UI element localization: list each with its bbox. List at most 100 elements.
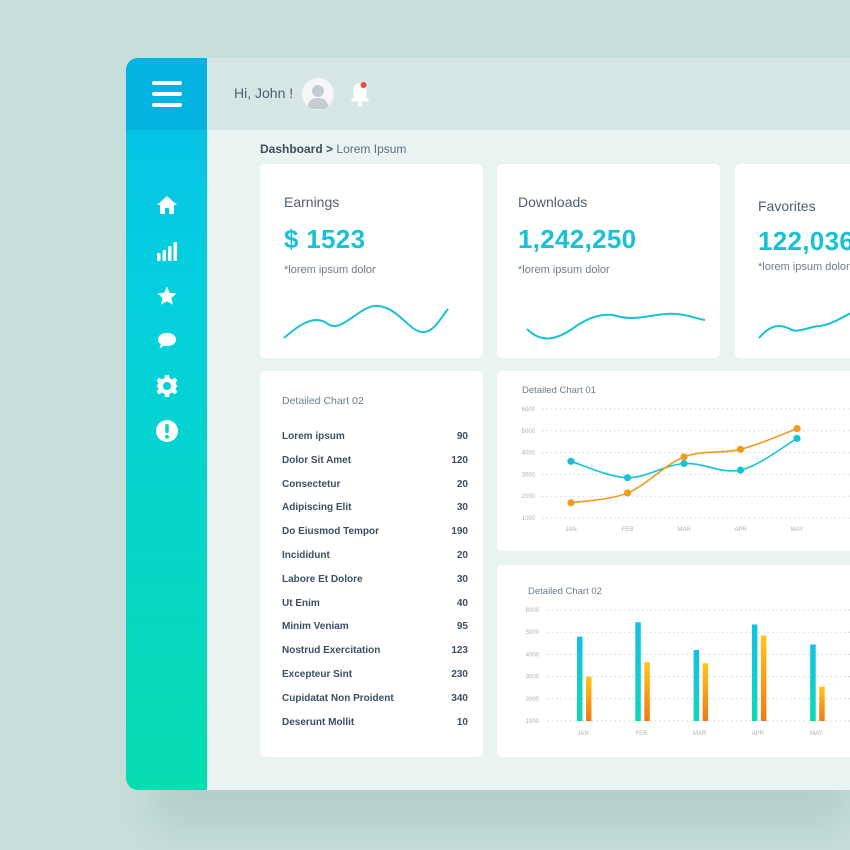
list-item-value: 20 (456, 478, 468, 490)
bar (577, 636, 583, 721)
earnings-sparkline (283, 304, 449, 339)
detail-list-card: Detailed Chart 02 Lorem ipsum 90 Dolor Sit… (260, 371, 483, 757)
list-item[interactable]: Lorem ipsum 90 (282, 431, 468, 447)
earnings-note: *lorem ipsum dolor (284, 264, 376, 276)
data-point (623, 474, 632, 482)
list-item-value: 120 (451, 454, 468, 466)
x-tick-label: FEB (622, 527, 634, 533)
y-tick-label: 1000 (526, 719, 540, 725)
y-tick-label: 6000 (522, 407, 536, 413)
hamburger-icon (151, 81, 182, 107)
bar (586, 676, 592, 721)
favorites-card: Favorites 122,036 *lorem ipsum dolor (735, 164, 850, 358)
list-item-label: Labore Et Dolore (282, 573, 363, 585)
bar (760, 635, 767, 721)
bar (693, 649, 700, 721)
list-item-label: Incididunt (282, 550, 330, 561)
x-tick-label: MAY (791, 527, 804, 533)
list-item[interactable]: Labore Et Dolore 30 (282, 574, 468, 590)
alert-icon[interactable] (154, 418, 180, 444)
earnings-title: Earnings (284, 194, 340, 210)
x-tick-label: MAY (810, 731, 823, 737)
x-tick-label: JAN (577, 731, 588, 737)
line-chart: 1000 2000 3000 4000 5000 6000 JAN FEB MAR APR MAY (522, 407, 850, 533)
list-item[interactable]: Excepteur Sint 230 (282, 669, 468, 685)
data-point (623, 489, 632, 497)
list-item-label: Minim Veniam (282, 621, 349, 633)
y-tick-label: 1000 (522, 516, 536, 522)
favorites-sparkline (758, 312, 850, 339)
bell-icon[interactable] (347, 79, 373, 109)
list-item-label: Ut Enim (282, 597, 320, 609)
breadcrumb-separator: > (326, 142, 334, 156)
list-item-label: Do Eiusmod Tempor (282, 526, 380, 538)
list-item-value: 230 (451, 669, 468, 680)
list-item-value: 90 (456, 431, 468, 442)
menu-button[interactable] (126, 58, 207, 130)
bar-chart-title: Detailed Chart 02 (528, 586, 602, 597)
list-item-label: Deserunt Mollit (282, 716, 355, 728)
list-item[interactable]: Incididunt 20 (282, 550, 468, 566)
y-tick-label: 4000 (526, 652, 540, 658)
earnings-value: $ 1523 (284, 224, 366, 254)
user-avatar[interactable] (302, 78, 334, 110)
list-item[interactable]: Deserunt Mollit 10 (282, 717, 468, 733)
list-item-label: Consectetur (282, 478, 341, 490)
greeting-text: Hi, John ! (234, 85, 294, 101)
gear-icon[interactable] (154, 373, 180, 399)
bar (635, 622, 641, 721)
star-icon[interactable] (154, 283, 180, 309)
data-point (793, 425, 801, 433)
top-bar: Hi, John ! (207, 58, 850, 130)
favorites-title: Favorites (758, 198, 816, 214)
downloads-title: Downloads (518, 194, 588, 210)
bar (644, 662, 650, 721)
list-item-label: Cupidatat Non Proident (282, 692, 394, 704)
list-item-value: 10 (456, 716, 468, 728)
list-card-title: Detailed Chart 02 (282, 395, 364, 407)
list-item-label: Nostrud Exercitation (282, 645, 381, 657)
data-point (793, 434, 801, 443)
list-item-value: 190 (451, 526, 468, 538)
list-item[interactable]: Do Eiusmod Tempor 190 (282, 526, 468, 542)
list-item-label: Adipiscing Elit (282, 502, 352, 514)
list-item[interactable]: Cupidatat Non Proident 340 (282, 693, 468, 709)
list-item-value: 20 (456, 550, 468, 561)
list-item[interactable]: Consectetur 20 (282, 479, 468, 495)
y-tick-label: 3000 (526, 675, 540, 681)
y-tick-label: 2000 (526, 697, 540, 703)
list-item-value: 30 (456, 502, 468, 514)
downloads-value: 1,242,250 (518, 224, 637, 254)
data-point (736, 445, 745, 453)
line-chart-title: Detailed Chart 01 (522, 385, 596, 396)
home-icon[interactable] (154, 192, 180, 218)
x-tick-label: MAR (693, 731, 707, 737)
y-tick-label: 5000 (522, 429, 536, 435)
breadcrumb-root[interactable]: Dashboard (260, 142, 323, 156)
x-tick-label: MAR (677, 527, 691, 533)
y-tick-label: 6000 (526, 608, 540, 614)
bar (702, 663, 709, 721)
line-chart-card: Detailed Chart 01 1000 2000 3000 4000 5000 60… (497, 371, 850, 551)
downloads-sparkline (526, 312, 706, 340)
breadcrumb-current: Lorem Ipsum (336, 142, 407, 156)
bar-chart-icon[interactable] (154, 238, 180, 264)
favorites-note: *lorem ipsum dolor (758, 261, 850, 273)
dashboard-window: Hi, John ! Dashboard > Lorem Ipsum Earni… (126, 58, 850, 790)
list-item-value: 123 (451, 645, 468, 657)
bar-chart-card: Detailed Chart 02 1000 2000 3000 4000 5000 60… (497, 565, 850, 757)
y-tick-label: 2000 (522, 494, 536, 500)
list-item[interactable]: Dolor Sit Amet 120 (282, 455, 468, 471)
data-point (567, 457, 575, 465)
chat-icon[interactable] (154, 328, 180, 354)
list-item[interactable]: Ut Enim 40 (282, 598, 468, 614)
x-tick-label: APR (734, 527, 747, 533)
list-item[interactable]: Minim Veniam 95 (282, 621, 468, 637)
y-tick-label: 3000 (522, 472, 536, 478)
data-point (680, 459, 688, 468)
list-item[interactable]: Adipiscing Elit 30 (282, 502, 468, 518)
list-item[interactable]: Nostrud Exercitation 123 (282, 645, 468, 661)
downloads-note: *lorem ipsum dolor (518, 264, 610, 276)
data-point (736, 466, 745, 474)
list-item-label: Excepteur Sint (282, 669, 353, 680)
